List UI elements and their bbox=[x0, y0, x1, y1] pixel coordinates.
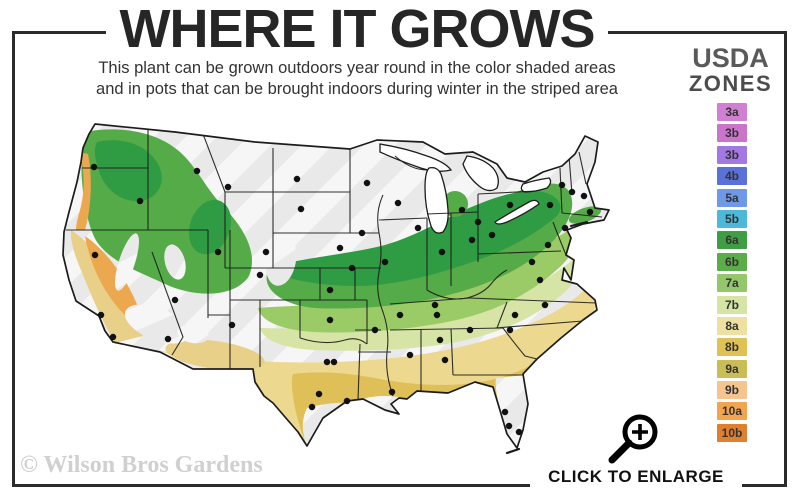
long-island bbox=[570, 221, 588, 227]
zone-swatch-9b: 9b bbox=[717, 381, 747, 400]
zone-swatch-4b: 4b bbox=[717, 167, 747, 186]
great-lakes bbox=[379, 143, 552, 234]
zone-swatch-6a: 6a bbox=[717, 231, 747, 250]
state-borders bbox=[66, 125, 603, 401]
zone-swatch-9a: 9a bbox=[717, 359, 747, 378]
usda-zones-legend: USDA ZONES bbox=[668, 44, 793, 96]
zone-swatch-7b: 7b bbox=[717, 295, 747, 314]
zone-swatch-3a: 3a bbox=[717, 103, 747, 121]
zone-swatch-10b: 10b bbox=[717, 423, 747, 442]
us-outline bbox=[62, 123, 610, 449]
zone-swatch-5a: 5a bbox=[717, 188, 747, 207]
subtitle-line1: This plant can be grown outdoors year ro… bbox=[98, 59, 616, 77]
magnifier-plus-icon[interactable] bbox=[600, 406, 662, 466]
subtitle-line2: and in pots that can be brought indoors … bbox=[96, 80, 618, 98]
zone-swatch-5b: 5b bbox=[717, 209, 747, 228]
click-to-enlarge-label[interactable]: CLICK TO ENLARGE bbox=[530, 466, 742, 490]
legend-title-usda: USDA bbox=[692, 43, 769, 73]
subtitle: This plant can be grown outdoors year ro… bbox=[22, 58, 692, 100]
zone-swatch-7a: 7a bbox=[717, 274, 747, 293]
legend-title-zones: ZONES bbox=[688, 71, 773, 96]
zone-swatch-8a: 8a bbox=[717, 316, 747, 335]
us-hardiness-map[interactable] bbox=[55, 112, 655, 467]
city-dots bbox=[90, 163, 594, 436]
watermark: © Wilson Bros Gardens bbox=[20, 452, 263, 478]
zone-list: 3a 3b 3b 4b 5a 5b 6a 6b 7a 7b 8a 8b 9a 9b 10a 10b bbox=[717, 103, 747, 442]
zone-swatch-3b: 3b bbox=[717, 124, 747, 143]
zone-swatch-3b: 3b bbox=[717, 145, 747, 164]
zone-swatch-8b: 8b bbox=[717, 338, 747, 357]
zone-swatch-10a: 10a bbox=[717, 402, 747, 421]
page-title: WHERE IT GROWS bbox=[105, 0, 609, 58]
zone-swatch-6b: 6b bbox=[717, 252, 747, 271]
florida-keys bbox=[505, 447, 521, 455]
